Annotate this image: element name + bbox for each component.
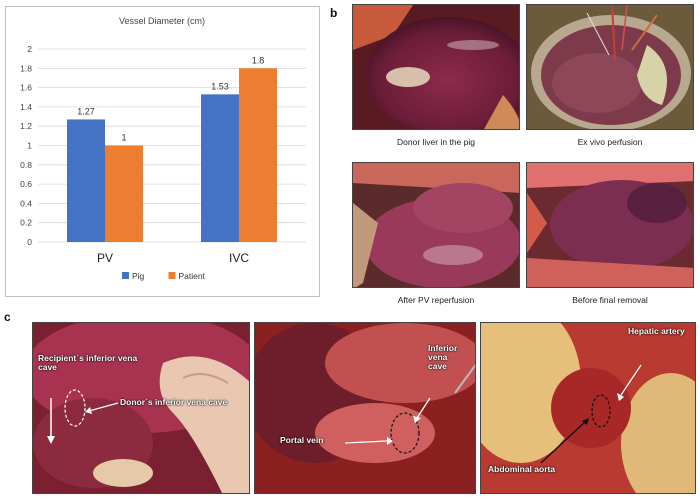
y-tick-label: 1.8 xyxy=(20,63,32,73)
legend-swatch-pig xyxy=(122,272,129,279)
photo-c3-hepatic-artery xyxy=(480,322,696,494)
label-donor-ivc: Donor`s inferior vena cave xyxy=(120,397,228,407)
caption-before-final-removal: Before final removal xyxy=(572,295,648,305)
photo-before-final-removal xyxy=(526,162,694,288)
legend-swatch-patient xyxy=(168,272,176,279)
label-recipient-ivc: Recipient`s inferior vena cave xyxy=(38,353,138,372)
data-label: 1 xyxy=(121,133,126,143)
y-tick-label: 1.2 xyxy=(20,121,32,131)
photo-c1-ivc-anastomosis xyxy=(32,322,250,494)
y-tick-label: 0.2 xyxy=(20,218,32,228)
legend-label-patient: Patient xyxy=(179,271,206,281)
panel-letter-c: c xyxy=(4,310,11,324)
caption-after-pv-reperfusion: After PV reperfusion xyxy=(397,295,475,305)
chart-panel-a: Vessel Diameter (cm) 0 0.2 0.4 0.6 0.8 1 1.2 1.4… xyxy=(5,6,320,297)
y-tick-label: 2 xyxy=(27,44,32,54)
label-inferior-vena-cave: Inferior vena cave xyxy=(428,343,458,371)
data-label: 1.8 xyxy=(252,55,265,65)
legend-label-pig: Pig xyxy=(132,271,145,281)
y-tick-label: 1.6 xyxy=(20,83,32,93)
vessel-diameter-chart: Vessel Diameter (cm) 0 0.2 0.4 0.6 0.8 1 1.2 1.4… xyxy=(20,16,306,281)
caption-ex-vivo-perfusion: Ex vivo perfusion xyxy=(577,137,643,147)
y-tick-label: 0.8 xyxy=(20,160,32,170)
bar-patient-pv xyxy=(105,145,143,242)
label-hepatic-artery: Hepatic artery xyxy=(628,326,685,336)
x-category-label: IVC xyxy=(229,251,249,265)
y-tick-label: 0 xyxy=(27,237,32,247)
photo-donor-liver xyxy=(352,4,520,130)
y-tick-label: 1 xyxy=(27,141,32,151)
y-tick-label: 1.4 xyxy=(20,102,32,112)
x-category-label: PV xyxy=(97,251,113,265)
bar-patient-ivc xyxy=(239,68,277,242)
label-abdominal-aorta: Abdominal aorta xyxy=(488,464,556,474)
bar-pig-ivc xyxy=(201,94,239,242)
caption-donor-liver: Donor liver in the pig xyxy=(397,137,475,147)
photo-ex-vivo-perfusion xyxy=(526,4,694,130)
data-label: 1.27 xyxy=(77,106,95,116)
y-tick-label: 0.6 xyxy=(20,179,32,189)
label-portal-vein: Portal vein xyxy=(280,435,324,445)
photo-c2-portal-vein xyxy=(254,322,476,494)
photo-after-pv-reperfusion xyxy=(352,162,520,288)
panel-letter-b: b xyxy=(330,6,338,20)
chart-title: Vessel Diameter (cm) xyxy=(119,16,205,26)
data-label: 1.53 xyxy=(211,81,229,91)
bar-pig-pv xyxy=(67,119,105,242)
y-tick-label: 0.4 xyxy=(20,198,32,208)
